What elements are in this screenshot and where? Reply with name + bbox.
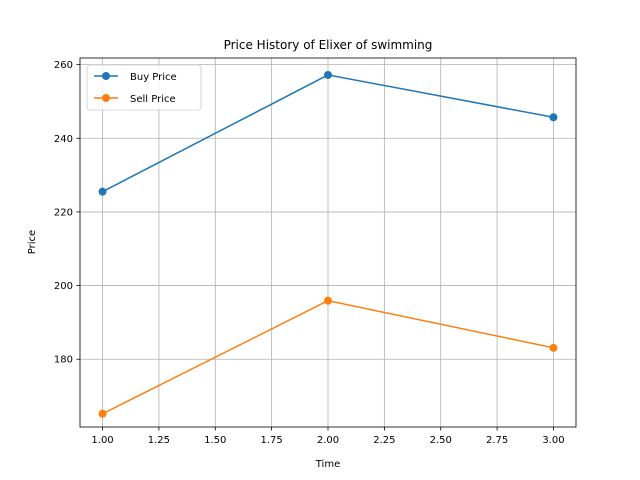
legend-marker-buy-price (102, 72, 110, 80)
data-point-sell-price (549, 343, 558, 352)
chart-title: Price History of Elixer of swimming (224, 38, 433, 52)
data-point-buy-price (98, 187, 107, 196)
x-tick-label: 1.50 (204, 435, 226, 446)
series-sell-price (98, 296, 558, 418)
y-tick-label: 260 (54, 60, 73, 71)
x-axis-ticks: 1.00 1.25 1.50 1.75 2.00 2.25 2.50 2.75 3.00 (91, 427, 565, 446)
x-tick-label: 2.75 (486, 435, 508, 446)
legend-label-buy-price: Buy Price (130, 72, 177, 83)
x-tick-label: 3.00 (542, 435, 564, 446)
y-tick-label: 180 (54, 355, 73, 366)
y-tick-label: 240 (54, 134, 73, 145)
y-tick-label: 220 (54, 207, 73, 218)
data-point-buy-price (549, 113, 558, 122)
x-tick-label: 1.00 (91, 435, 113, 446)
y-axis-label: Price (27, 230, 38, 254)
data-point-sell-price (324, 296, 332, 305)
legend: Buy Price Sell Price (86, 64, 202, 111)
x-tick-label: 2.00 (317, 435, 339, 446)
x-tick-label: 2.50 (430, 435, 452, 446)
series-buy-price (98, 70, 558, 196)
x-axis-label: Time (315, 459, 340, 470)
series (98, 70, 558, 418)
x-tick-label: 1.25 (148, 435, 170, 446)
legend-label-sell-price: Sell Price (130, 94, 176, 105)
x-tick-label: 2.25 (373, 435, 395, 446)
y-axis-ticks: 180 200 220 240 260 (54, 60, 80, 366)
data-point-buy-price (324, 70, 332, 79)
x-tick-label: 1.75 (261, 435, 283, 446)
y-tick-label: 200 (54, 281, 73, 292)
data-point-sell-price (98, 409, 107, 418)
legend-marker-sell-price (102, 94, 110, 102)
